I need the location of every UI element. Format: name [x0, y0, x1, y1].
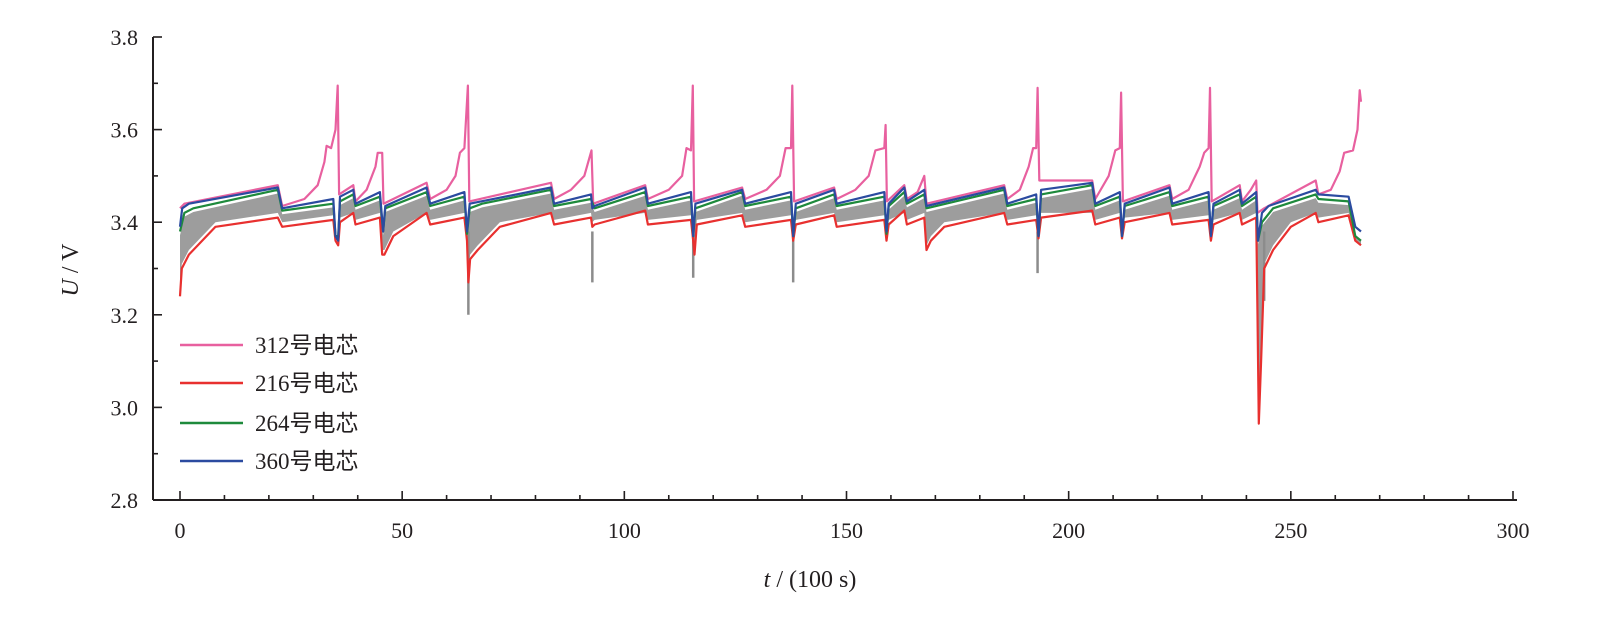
legend: 312号电芯 216号电芯 264号电芯 360号电芯 — [180, 333, 359, 474]
x-tick-label: 150 — [830, 518, 863, 543]
y-tick-label: 3.8 — [111, 25, 139, 50]
y-tick-label: 3.6 — [111, 118, 139, 143]
x-tick-label: 100 — [608, 518, 641, 543]
y-tick-label: 3.2 — [111, 303, 139, 328]
x-tick-label: 300 — [1497, 518, 1530, 543]
x-axis-title: t / (100 s) — [764, 567, 857, 593]
series-layer — [178, 84, 1363, 425]
x-tick-label: 250 — [1274, 518, 1307, 543]
x-axis-unit: / (100 s) — [770, 567, 856, 593]
series-line-312 — [179, 84, 1363, 214]
y-tick-label: 2.8 — [111, 488, 139, 513]
series-line-216 — [178, 209, 1362, 425]
x-axis-var: t — [764, 567, 772, 593]
legend-label-360: 360号电芯 — [255, 449, 359, 474]
x-tick-label: 0 — [175, 518, 186, 543]
y-tick-label: 3.4 — [111, 210, 139, 235]
series-line-360 — [178, 181, 1362, 242]
legend-label-264: 264号电芯 — [255, 411, 359, 436]
y-tick-label: 3.0 — [111, 395, 139, 420]
legend-label-312: 312号电芯 — [255, 333, 359, 358]
y-axis-title: U / V — [58, 243, 84, 297]
ticks: 0 50 100 150 200 250 300 2.8 3.0 3.2 3.4 3.6 3.8 — [111, 25, 1530, 543]
legend-label-216: 216号电芯 — [255, 371, 359, 396]
other-cells-area — [180, 188, 1361, 419]
x-tick-label: 50 — [391, 518, 413, 543]
y-axis-unit: / V — [58, 243, 84, 279]
x-tick-label: 200 — [1052, 518, 1085, 543]
y-axis-var: U — [58, 277, 84, 296]
